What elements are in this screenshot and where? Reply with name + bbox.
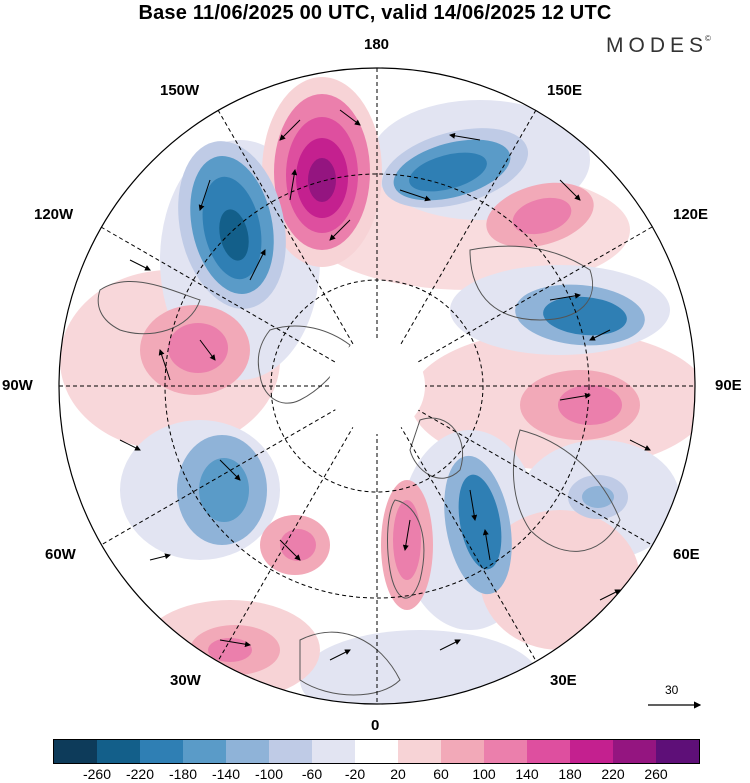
colorbar-swatch bbox=[484, 740, 527, 763]
colorbar-swatch bbox=[441, 740, 484, 763]
anomaly-trough bbox=[458, 474, 502, 570]
anomaly-ridge bbox=[512, 197, 572, 235]
colorbar-tick-label: -20 bbox=[344, 766, 366, 782]
colorbar-tick-label: -180 bbox=[168, 766, 198, 782]
colorbar-tick-label: 220 bbox=[601, 766, 625, 782]
anomaly-trough bbox=[409, 152, 487, 192]
anomaly-field bbox=[300, 630, 540, 704]
label-lon-180: 180 bbox=[364, 36, 390, 53]
label-lon-150e: 150E bbox=[547, 82, 583, 99]
anomaly-trough bbox=[582, 486, 614, 508]
colorbar-swatch bbox=[54, 740, 97, 763]
colorbar-tick-label: 140 bbox=[515, 766, 539, 782]
label-lon-30w: 30W bbox=[170, 672, 201, 689]
anomaly-ridge bbox=[168, 323, 228, 373]
colorbar-swatch bbox=[269, 740, 312, 763]
colorbar-ticks: -260 -220 -180 -140 -100 -60 -20 20 60 100 140 180 2… bbox=[0, 766, 750, 782]
label-lon-60w: 60W bbox=[45, 546, 76, 563]
colorbar-swatch bbox=[527, 740, 570, 763]
colorbar-tick-label: 20 bbox=[390, 766, 406, 782]
colorbar-tick-label: 180 bbox=[558, 766, 582, 782]
anomaly-trough bbox=[543, 296, 627, 336]
brand-mark: © bbox=[705, 34, 711, 43]
colorbar-tick-label: -260 bbox=[82, 766, 112, 782]
colorbar-swatch bbox=[355, 740, 398, 763]
colorbar-swatch bbox=[183, 740, 226, 763]
anomaly-trough bbox=[199, 458, 249, 522]
reference-vector-label: 30 bbox=[665, 683, 679, 697]
colorbar-swatch bbox=[398, 740, 441, 763]
colorbar-swatch bbox=[226, 740, 269, 763]
anomaly-ridge bbox=[558, 385, 622, 425]
brand-text: MODES bbox=[606, 34, 709, 57]
colorbar-tick-label: 260 bbox=[644, 766, 668, 782]
colorbar-tick-label: 100 bbox=[472, 766, 496, 782]
anomaly-trough bbox=[219, 209, 249, 261]
colorbar-swatch bbox=[570, 740, 613, 763]
colorbar-tick-label: -60 bbox=[301, 766, 323, 782]
label-lon-90e: 90E bbox=[715, 377, 742, 394]
label-lon-90w: 90W bbox=[2, 377, 33, 394]
wind-vectors bbox=[119, 109, 651, 661]
colorbar-swatch bbox=[312, 740, 355, 763]
label-lon-30e: 30E bbox=[550, 672, 577, 689]
coastlines bbox=[97, 245, 621, 696]
label-lon-150w: 150W bbox=[160, 82, 200, 99]
label-lon-0: 0 bbox=[371, 717, 380, 734]
map-title: Base 11/06/2025 00 UTC, valid 14/06/2025… bbox=[138, 2, 612, 24]
colorbar-tick-label: -100 bbox=[254, 766, 284, 782]
anomaly-ridge bbox=[308, 158, 336, 202]
colorbar-tick-label: 60 bbox=[433, 766, 449, 782]
colorbar-swatch bbox=[656, 740, 699, 763]
label-lon-120e: 120E bbox=[673, 206, 709, 223]
label-lon-120w: 120W bbox=[34, 206, 74, 223]
modes-logo: MODES© bbox=[606, 34, 711, 58]
map-border bbox=[58, 67, 696, 705]
colorbar-swatch bbox=[140, 740, 183, 763]
colorbar-tick-label: -140 bbox=[211, 766, 241, 782]
colorbar bbox=[53, 739, 700, 764]
colorbar-swatch bbox=[613, 740, 656, 763]
colorbar-tick-label: -220 bbox=[125, 766, 155, 782]
label-lon-60e: 60E bbox=[673, 546, 700, 563]
colorbar-swatch bbox=[97, 740, 140, 763]
pole-cap bbox=[329, 338, 425, 434]
